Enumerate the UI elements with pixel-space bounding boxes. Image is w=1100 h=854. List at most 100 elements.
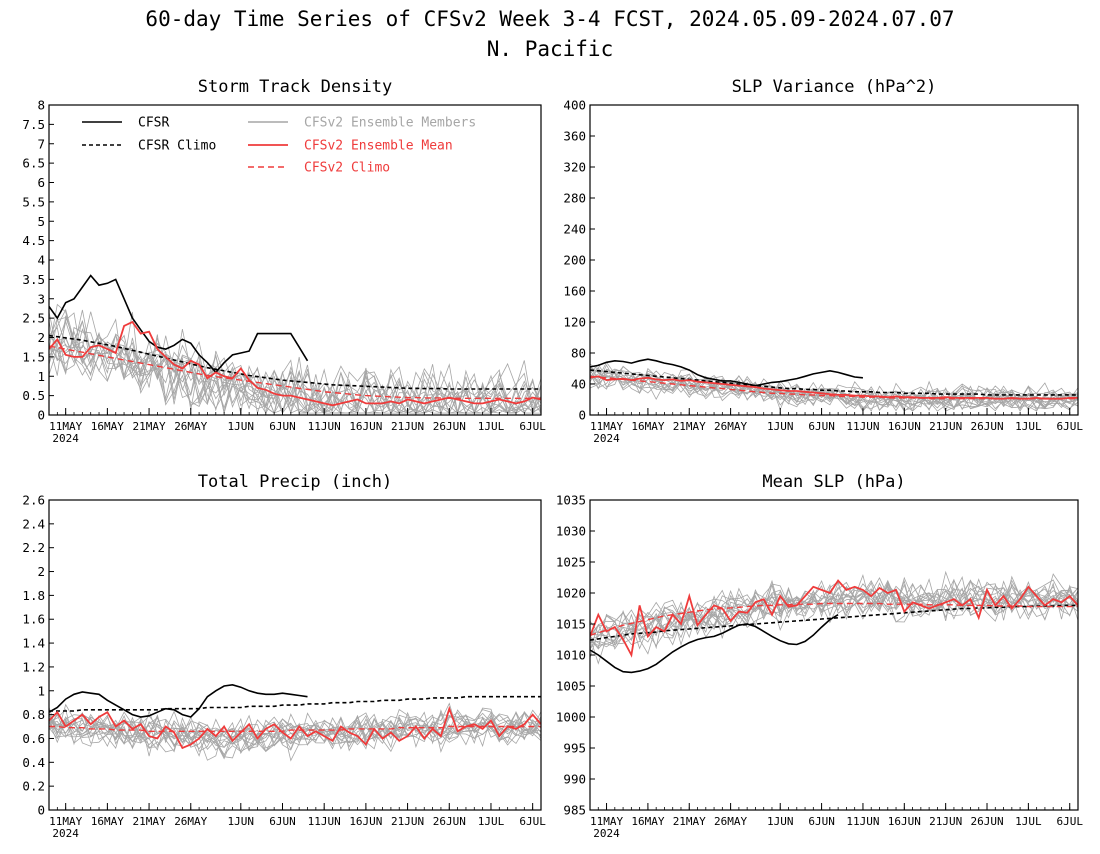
y-tick-label: 5 — [37, 214, 45, 229]
x-tick-label: 21JUN — [929, 420, 962, 433]
y-tick-label: 1.2 — [22, 659, 45, 674]
x-tick-label: 21JUN — [929, 815, 962, 828]
x-tick-label: 6JUL — [1056, 420, 1083, 433]
chart-panel: Total Precip (inch) 0 0.2 0.4 0.6 0.8 1 1.2 1.4 1… — [22, 472, 546, 840]
ensemble-member-line — [49, 714, 541, 760]
x-tick-label: 26JUN — [970, 420, 1003, 433]
x-tick-label: 11MAY — [49, 815, 82, 828]
series-line — [590, 369, 1078, 396]
y-tick-label: 3 — [37, 291, 45, 306]
y-tick-label: 0.4 — [22, 755, 45, 770]
y-tick-label: 40 — [571, 377, 586, 392]
x-tick-label: 11MAY — [590, 815, 623, 828]
x-tick-label: 11MAY — [49, 420, 82, 433]
y-tick-label: 0 — [578, 408, 586, 423]
y-tick-label: 2 — [37, 330, 45, 345]
y-tick-label: 5.5 — [22, 194, 45, 209]
y-tick-label: 1 — [37, 369, 45, 384]
x-tick-label: 16MAY — [91, 420, 124, 433]
ensemble-member-line — [590, 573, 1078, 640]
y-tick-label: 0 — [37, 408, 45, 423]
x-tick-label: 26MAY — [174, 420, 207, 433]
y-tick-label: 6 — [37, 175, 45, 190]
x-tick-label: 26MAY — [174, 815, 207, 828]
y-tick-label: 360 — [563, 129, 586, 144]
y-tick-label: 120 — [563, 315, 586, 330]
y-tick-label: 2.5 — [22, 311, 45, 326]
legend: CFSR CFSR Climo CFSv2 Ensemble Members CFSv… — [82, 116, 476, 176]
ensemble-members — [590, 570, 1078, 665]
series-line — [590, 602, 1078, 636]
x-tick-label: 6JUL — [519, 815, 546, 828]
series-lines — [590, 579, 1078, 674]
x-tick-label: 16MAY — [631, 420, 664, 433]
panel-title: Total Precip (inch) — [198, 472, 392, 492]
x-tick-label: 16MAY — [631, 815, 664, 828]
ensemble-member-line — [590, 578, 1078, 659]
figure-title: 60-day Time Series of CFSv2 Week 3-4 FCS… — [145, 7, 954, 31]
series-line — [590, 579, 1078, 658]
y-tick-label: 4.5 — [22, 233, 45, 248]
y-tick-label: 6.5 — [22, 156, 45, 171]
x-tick-label: 26JUN — [433, 420, 466, 433]
y-tick-label: 3.5 — [22, 272, 45, 287]
ensemble-member-line — [49, 708, 541, 757]
ensemble-member-line — [590, 573, 1078, 646]
ensemble-members — [49, 702, 541, 762]
x-tick-label: 26MAY — [714, 420, 747, 433]
chart-panel: SLP Variance (hPa^2) 0 40 80 120 160 200 240 280… — [563, 77, 1083, 445]
x-tick-label: 1JUL — [1015, 815, 1042, 828]
series-line — [590, 614, 839, 674]
x-tick-label: 1JUN — [767, 420, 794, 433]
y-tick-label: 990 — [563, 772, 586, 787]
ensemble-member-line — [590, 366, 1078, 411]
legend-label: CFSv2 Ensemble Mean — [304, 139, 453, 154]
series-lines — [49, 683, 541, 750]
legend-label: CFSR Climo — [138, 139, 216, 154]
y-tick-label: 2.6 — [22, 493, 45, 508]
y-tick-label: 7.5 — [22, 117, 45, 132]
x-tick-label: 6JUL — [1056, 815, 1083, 828]
x-year-label: 2024 — [52, 827, 79, 840]
series-line — [590, 375, 1078, 400]
y-tick-label: 4 — [37, 253, 45, 268]
x-tick-label: 6JUN — [269, 420, 296, 433]
x-tick-label: 11JUN — [308, 420, 341, 433]
ensemble-members — [49, 303, 541, 415]
series-line — [49, 695, 541, 712]
y-tick-label: 2.4 — [22, 516, 45, 531]
plot-frame — [589, 499, 1079, 811]
x-tick-label: 1JUL — [1015, 420, 1042, 433]
ensemble-members — [590, 361, 1078, 413]
x-tick-label: 1JUL — [478, 815, 505, 828]
y-tick-label: 2.2 — [22, 540, 45, 555]
y-tick-label: 1030 — [556, 524, 586, 539]
x-tick-label: 26JUN — [970, 815, 1003, 828]
ensemble-member-line — [590, 367, 1078, 412]
ensemble-member-line — [590, 578, 1078, 648]
y-tick-label: 0.8 — [22, 707, 45, 722]
series-line — [49, 320, 541, 407]
x-tick-label: 6JUN — [269, 815, 296, 828]
x-tick-label: 11JUN — [846, 420, 879, 433]
y-tick-label: 8 — [37, 98, 45, 113]
ensemble-member-line — [49, 711, 541, 758]
y-tick-label: 1015 — [556, 617, 586, 632]
legend-label: CFSv2 Ensemble Members — [304, 116, 476, 131]
y-tick-label: 0.6 — [22, 731, 45, 746]
y-tick-label: 240 — [563, 222, 586, 237]
y-tick-label: 1.5 — [22, 349, 45, 364]
x-tick-label: 21MAY — [673, 420, 706, 433]
x-tick-label: 16JUN — [888, 815, 921, 828]
ensemble-member-line — [590, 576, 1078, 650]
y-tick-label: 1 — [37, 683, 45, 698]
x-tick-label: 11JUN — [308, 815, 341, 828]
ensemble-member-line — [49, 303, 541, 415]
x-tick-label: 16JUN — [349, 420, 382, 433]
y-tick-label: 0 — [37, 803, 45, 818]
x-tick-label: 26MAY — [714, 815, 747, 828]
y-tick-label: 1.8 — [22, 588, 45, 603]
x-year-label: 2024 — [593, 827, 620, 840]
y-tick-label: 80 — [571, 346, 586, 361]
